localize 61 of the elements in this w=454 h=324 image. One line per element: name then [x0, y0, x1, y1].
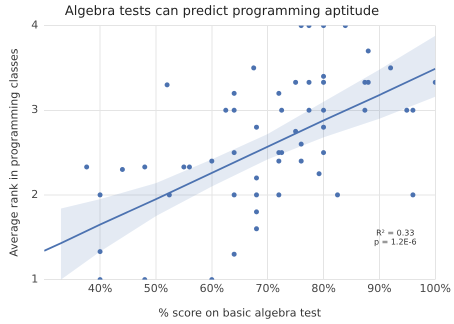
- x-tick-label: 100%: [420, 282, 452, 296]
- point: [321, 108, 326, 113]
- point: [293, 128, 298, 134]
- point: [335, 192, 340, 198]
- point: [232, 150, 237, 156]
- x-tick-label: 60%: [200, 282, 224, 296]
- y-tick-label: 1: [31, 272, 38, 286]
- point: [362, 108, 368, 113]
- y-axis-title: Average rank in programming classes: [7, 48, 20, 257]
- point: [251, 65, 256, 70]
- y-tick-label: 4: [31, 18, 38, 32]
- point: [223, 108, 228, 113]
- point: [410, 192, 416, 198]
- point: [276, 158, 282, 164]
- point: [232, 108, 237, 113]
- point: [366, 48, 371, 54]
- point: [181, 164, 186, 170]
- point: [84, 164, 90, 170]
- x-tick-label: 40%: [88, 282, 112, 296]
- x-axis-title: % score on basic algebra test: [158, 306, 322, 320]
- point: [321, 124, 326, 130]
- point: [166, 192, 172, 198]
- x-tick-label: 80%: [311, 282, 336, 296]
- point: [404, 108, 410, 113]
- point: [306, 108, 312, 113]
- x-tick-label: 70%: [255, 282, 280, 296]
- point: [120, 167, 125, 172]
- point: [321, 150, 326, 156]
- point: [293, 80, 298, 85]
- y-tick-label: 2: [31, 188, 38, 201]
- point: [321, 74, 326, 79]
- point: [388, 65, 394, 70]
- point: [98, 192, 103, 198]
- point: [276, 192, 282, 198]
- point: [254, 124, 259, 130]
- point: [279, 108, 284, 113]
- annotation: p = 1.2E-6: [374, 238, 417, 247]
- point: [316, 171, 322, 176]
- point: [254, 176, 259, 180]
- point: [232, 90, 237, 96]
- point: [209, 158, 214, 164]
- point: [254, 226, 259, 232]
- point: [232, 192, 237, 198]
- point: [186, 164, 192, 170]
- point: [306, 80, 312, 85]
- annotation: R² = 0.33: [376, 228, 414, 238]
- point: [410, 108, 416, 113]
- point: [254, 209, 259, 214]
- point: [298, 142, 304, 147]
- y-tick-label: 3: [31, 103, 38, 116]
- x-tick-label: 50%: [144, 282, 168, 296]
- x-tick-label: 90%: [367, 282, 392, 296]
- chart-title: Algebra tests can predict programming aptitude: [64, 4, 380, 20]
- point: [254, 192, 259, 198]
- point: [164, 82, 170, 88]
- point: [321, 80, 326, 85]
- point: [142, 164, 148, 170]
- point: [232, 252, 237, 257]
- point: [298, 158, 304, 164]
- point: [98, 249, 103, 254]
- point: [276, 90, 282, 96]
